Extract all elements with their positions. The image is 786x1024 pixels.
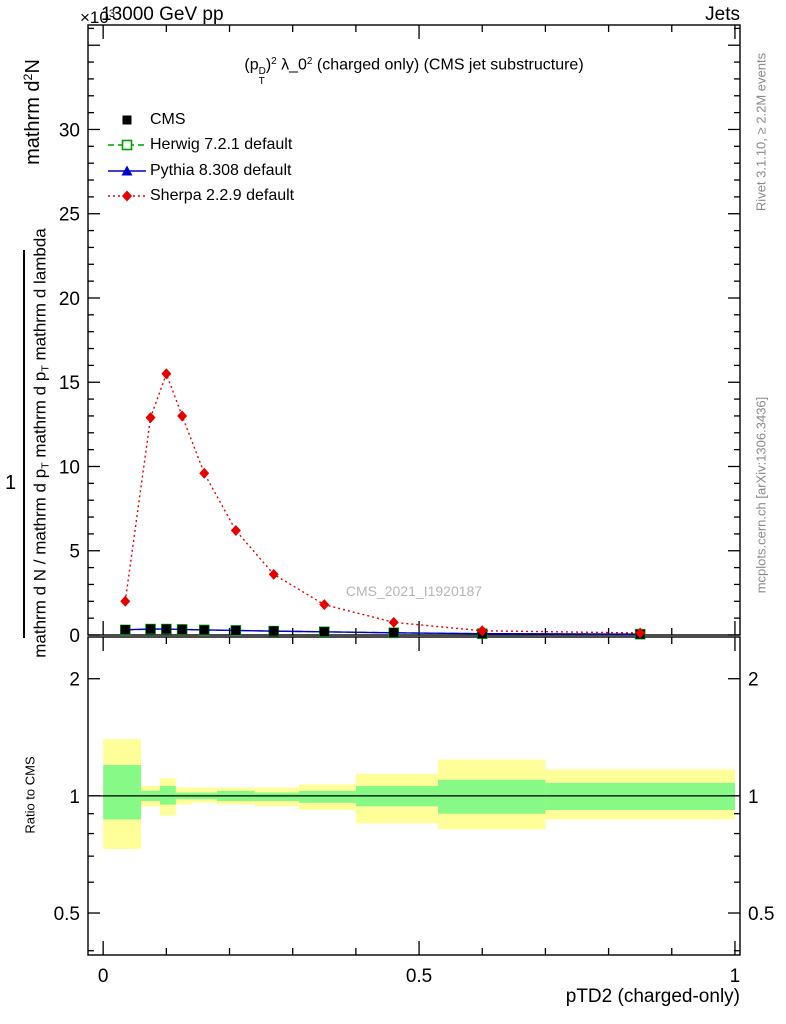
- legend-label-cms: CMS: [150, 110, 186, 128]
- plot-title-sub-t: T: [258, 76, 265, 88]
- tick-label: 10: [59, 457, 80, 478]
- tick-label: 20: [59, 289, 80, 310]
- y-axis-multiplier: ×103: [80, 8, 115, 28]
- x-axis-label: pTD2 (charged-only): [565, 986, 740, 1007]
- tick-label: 5: [69, 542, 80, 563]
- y-axis-label-part: mathrm d p: [30, 371, 50, 463]
- tick-label: 2: [69, 670, 80, 691]
- plot-title-sup2: 2: [306, 56, 313, 67]
- tick-label: 15: [59, 373, 80, 394]
- plot-title-sup-d: D: [258, 66, 266, 78]
- tick-label: 0.5: [748, 904, 774, 925]
- y-axis-multiplier-base: ×10: [80, 8, 109, 28]
- legend-item-pythia: Pythia 8.308 default: [104, 158, 294, 184]
- y-axis-fraction-bar: [23, 250, 25, 638]
- series-sherpa: [120, 368, 646, 639]
- cms-marker-icon: [104, 112, 150, 128]
- tick-label: 25: [59, 205, 80, 226]
- y-axis-label-sub-t: T: [39, 365, 52, 372]
- axis-tick-labels: 0 5 10 15 20 25 30 0 0.5 1 0.5 0.5 1 1 2 2: [54, 120, 775, 987]
- analysis-type-label: Jets: [705, 4, 740, 25]
- legend-label-sherpa: Sherpa 2.2.9 default: [150, 187, 295, 205]
- y-axis-label-denominator: mathrm d N / mathrm d pT mathrm d pT mat…: [31, 228, 52, 658]
- y-axis-label-part: mathrm d lambda: [30, 228, 50, 366]
- y-axis-label-numerator-n: N: [21, 59, 44, 74]
- y-axis-label-sub-t: T: [39, 462, 52, 469]
- legend-item-sherpa: Sherpa 2.2.9 default: [104, 184, 294, 210]
- main-plot-frame: [87, 24, 741, 636]
- sherpa-marker-icon: [104, 188, 150, 204]
- herwig-marker-icon: [104, 137, 150, 153]
- plot-title-part: λ_0: [276, 56, 307, 74]
- tick-label: 0: [69, 626, 80, 647]
- legend-item-herwig: Herwig 7.2.1 default: [104, 133, 294, 159]
- tick-label: 1: [69, 787, 80, 808]
- tick-label: 0.5: [54, 904, 80, 925]
- ratio-axis-label: Ratio to CMS: [22, 756, 38, 834]
- tick-label: 30: [59, 120, 80, 141]
- y-axis-label-numerator: mathrm d2N: [21, 59, 45, 165]
- plot-title-part: (charged only) (CMS jet substructure): [312, 56, 584, 74]
- legend: CMS Herwig 7.2.1 default Pythia 8.308 de…: [104, 107, 294, 209]
- plot-title-part: ): [265, 56, 272, 74]
- tick-label: 1: [748, 787, 759, 808]
- mcplots-credit-label: mcplots.cern.ch [arXiv:1306.3436]: [753, 396, 769, 594]
- y-axis-multiplier-exp: 3: [108, 8, 115, 20]
- y-axis-label-one: 1: [5, 472, 17, 494]
- legend-label-pythia: Pythia 8.308 default: [150, 161, 292, 179]
- y-axis-label-numerator-sup: 2: [21, 73, 36, 81]
- y-axis-label-part: mathrm d N / mathrm d p: [30, 468, 50, 658]
- plot-title-part: (p: [244, 56, 259, 74]
- legend-item-cms: CMS: [104, 107, 294, 133]
- rivet-version-label: Rivet 3.1.10, ≥ 2.2M events: [753, 52, 769, 212]
- y-axis-label-numerator-text: mathrm d: [21, 80, 44, 165]
- ratio-uncertainty-bands: [103, 738, 735, 850]
- beam-energy-label: 13000 GeV pp: [101, 4, 224, 25]
- tick-label: 0: [98, 966, 109, 987]
- tick-label: 0.5: [406, 966, 432, 987]
- pythia-marker-icon: [104, 163, 150, 179]
- plot-title: (p D T)2 λ_02 (charged only) (CMS jet subs…: [88, 56, 740, 87]
- axis-ticks: [88, 25, 740, 955]
- tick-label: 1: [730, 966, 741, 987]
- plot-title-sup2: 2: [271, 56, 277, 67]
- legend-label-herwig: Herwig 7.2.1 default: [150, 136, 293, 154]
- watermark: CMS_2021_I1920187: [345, 583, 483, 599]
- tick-label: 2: [748, 670, 759, 691]
